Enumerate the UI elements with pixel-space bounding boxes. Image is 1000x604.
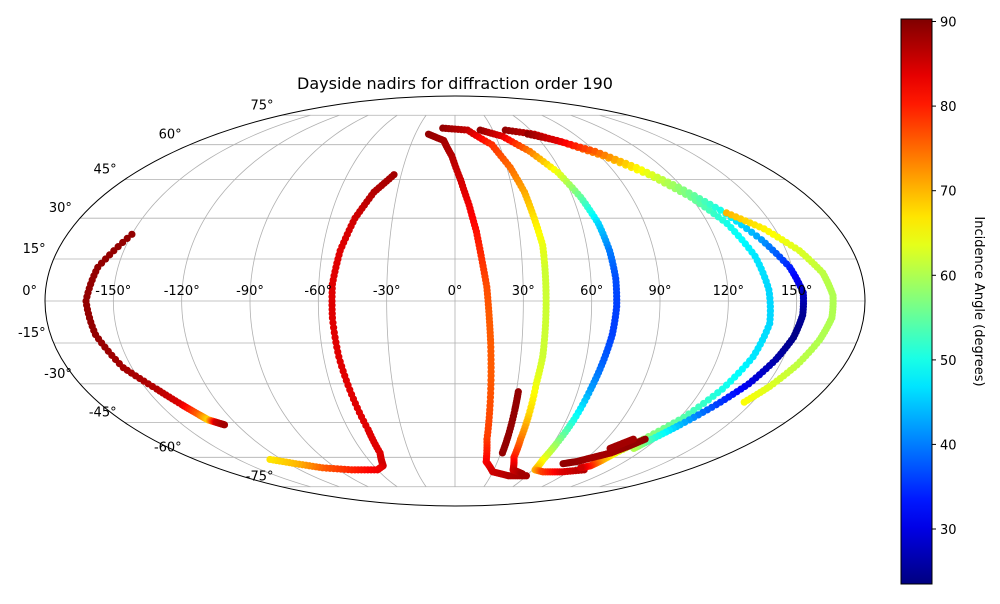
data-point [685, 410, 693, 418]
lon-tick-label: 0° [448, 284, 463, 299]
data-point [743, 224, 751, 233]
chart-title: Dayside nadirs for diffraction order 190 [297, 74, 613, 93]
data-point [641, 435, 649, 443]
data-point [753, 232, 761, 240]
lon-tick-label: 120° [713, 284, 744, 299]
data-point [690, 192, 698, 200]
data-point [685, 189, 693, 197]
colorbar-tick-label: 40 [940, 438, 957, 453]
data-point [748, 228, 756, 236]
lat-tick-label: 0° [22, 284, 37, 299]
colorbar-tick-label: 90 [940, 16, 957, 31]
lon-tick-label: -60° [304, 284, 332, 299]
data-point [577, 464, 585, 472]
data-point [701, 197, 709, 206]
data-point [498, 449, 507, 457]
data-point [123, 234, 131, 242]
data-point [266, 455, 274, 464]
colorbar-label: Incidence Angle (degrees) [971, 216, 986, 386]
colorbar [900, 18, 933, 585]
colorbar-tick-label: 80 [940, 100, 957, 115]
lat-tick-label: 60° [159, 128, 182, 143]
lat-tick-label: -75° [246, 470, 274, 485]
data-point [690, 406, 698, 415]
data-point [740, 398, 748, 406]
data-points [82, 124, 837, 480]
lon-tick-label: -30° [373, 284, 401, 299]
tick-labels: -150° -120° -90° -60° -30° 0° 30° 60° 90° 120° 150… [18, 98, 812, 484]
data-point [518, 470, 526, 478]
data-point [696, 194, 704, 203]
lat-tick-label: -30° [44, 367, 72, 382]
lon-tick-label: 60° [580, 284, 603, 299]
data-point [716, 206, 725, 214]
lat-tick-label: 75° [250, 98, 273, 113]
data-point [674, 183, 683, 191]
data-point [128, 230, 136, 238]
colorbar-tick-label: 30 [940, 523, 957, 538]
lat-tick-label: 45° [94, 163, 117, 178]
colorbar-tick-label: 60 [940, 269, 957, 284]
lon-tick-label: -90° [236, 284, 264, 299]
lat-tick-label: -45° [89, 405, 117, 420]
lon-tick-label: -150° [95, 284, 131, 299]
lat-tick-label: -60° [154, 440, 182, 455]
lon-tick-label: 30° [512, 284, 535, 299]
lat-tick-label: 30° [49, 201, 72, 216]
graticule [45, 114, 865, 488]
data-point [220, 421, 229, 429]
colorbar-ticks: 30 40 50 60 70 80 90 [932, 16, 957, 538]
lat-tick-label: 15° [23, 242, 46, 257]
lon-tick-label: 90° [648, 284, 671, 299]
lat-tick-label: -15° [18, 326, 46, 341]
map-boundary [44, 95, 866, 507]
colorbar-tick-label: 50 [940, 354, 957, 369]
lon-tick-label: 150° [781, 284, 812, 299]
data-point [680, 186, 688, 194]
lon-tick-label: -120° [164, 284, 200, 299]
colorbar-tick-label: 70 [940, 185, 957, 200]
data-point [629, 435, 637, 443]
